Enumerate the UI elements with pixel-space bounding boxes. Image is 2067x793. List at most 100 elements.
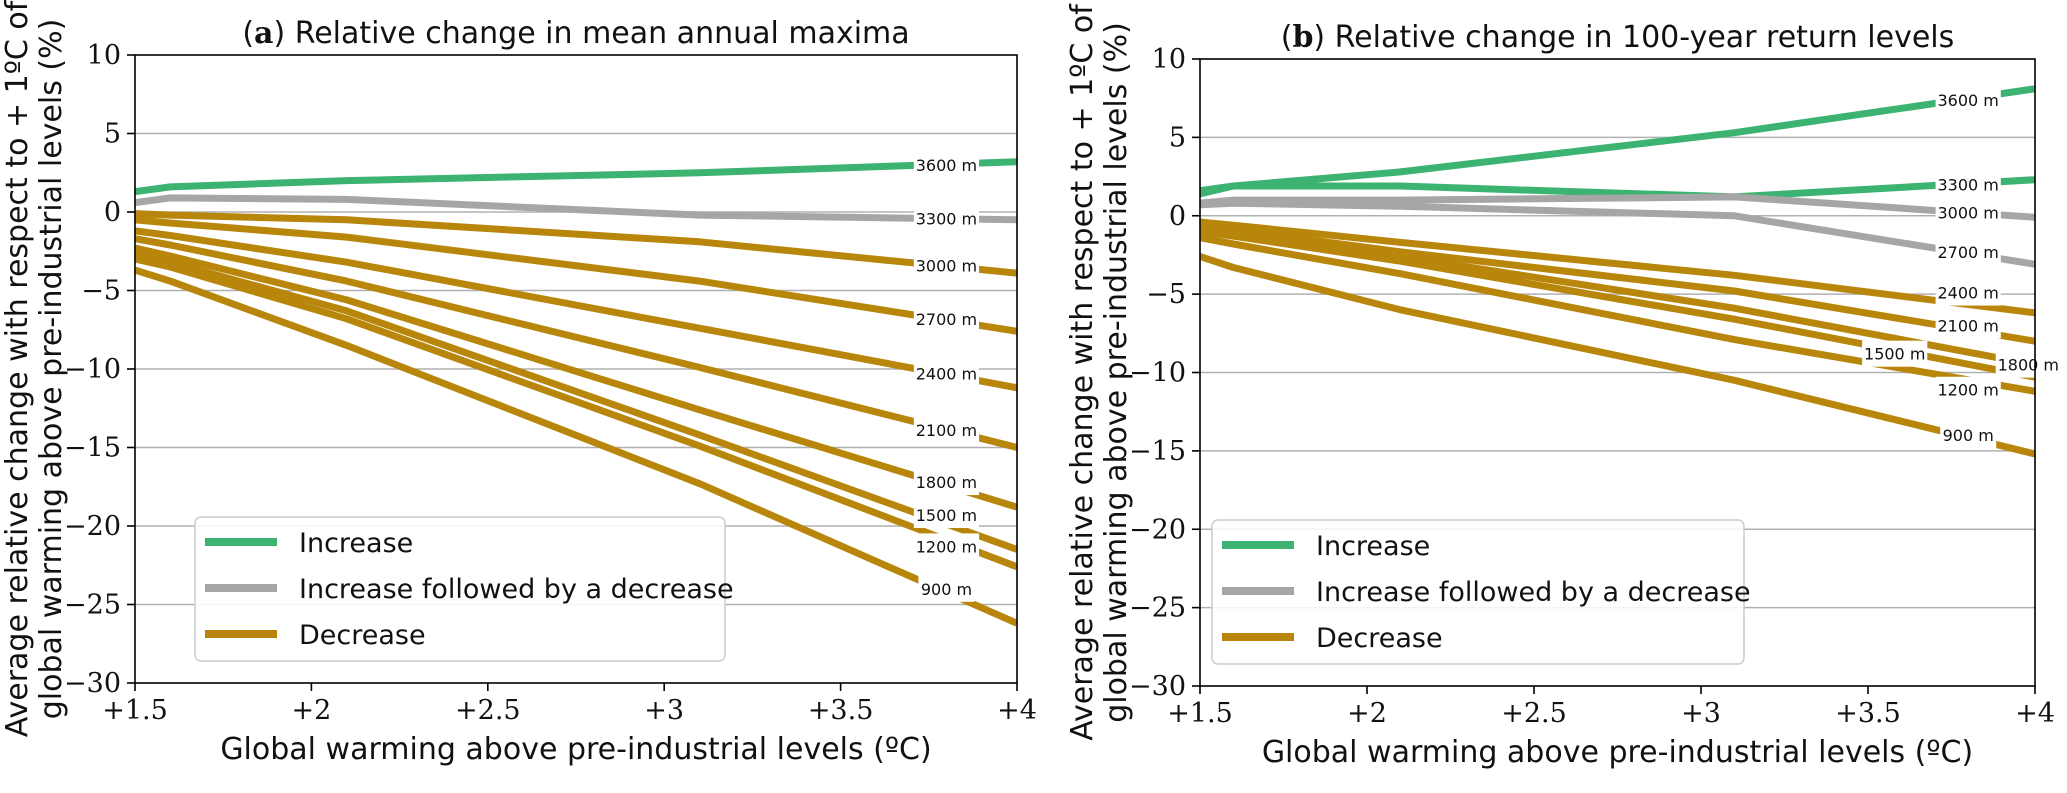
y-axis-label: Average relative change with respect to … — [1065, 3, 1100, 741]
line-label-bg — [913, 205, 980, 232]
line-label: 3300 m — [916, 209, 977, 228]
y-tick-label: −20 — [1129, 514, 1186, 545]
line-label-bg — [918, 575, 975, 602]
series-line — [135, 210, 1017, 277]
series-line — [1200, 85, 2035, 198]
line-label: 3300 m — [1938, 175, 1999, 194]
series-line — [135, 227, 1017, 392]
line-label-bg — [913, 502, 980, 529]
y-tick-label: 10 — [1152, 44, 1186, 75]
line-label-bg — [1935, 376, 2001, 403]
line-label-bg — [1935, 238, 2001, 265]
y-tick-label: −20 — [64, 511, 121, 542]
x-tick-label: +2.5 — [1501, 698, 1567, 729]
legend: Increase Increase followed by a decrease D… — [194, 516, 734, 662]
x-tick-label: +1.5 — [1167, 698, 1233, 729]
series-line — [1200, 253, 2035, 458]
legend-entry: Increase — [299, 528, 413, 559]
line-label: 3600 m — [916, 156, 977, 175]
legend-entry: Decrease — [299, 620, 426, 651]
line-label: 3000 m — [1938, 204, 1999, 223]
legend-entry: Increase followed by a decrease — [299, 574, 734, 605]
y-tick-label: 5 — [104, 119, 121, 150]
series-line — [135, 244, 1017, 511]
y-tick-label: −25 — [64, 590, 121, 621]
legend-entry: Decrease — [1316, 623, 1443, 654]
y-tick-label: 0 — [1169, 201, 1186, 232]
series-line — [135, 216, 1017, 335]
legend-frame — [194, 516, 726, 662]
line-label: 2400 m — [1938, 284, 1999, 303]
line-label-bg — [913, 469, 980, 496]
x-tick-label: +4 — [997, 695, 1037, 726]
legend-entry: Increase followed by a decrease — [1316, 577, 1751, 608]
y-tick-label: −30 — [1129, 671, 1186, 702]
line-label: 1500 m — [1864, 345, 1925, 364]
line-label-bg — [1935, 199, 2001, 226]
series-line — [135, 266, 1017, 627]
x-tick-label: +3 — [644, 695, 684, 726]
x-tick-label: +4 — [2015, 698, 2055, 729]
series-line — [1200, 227, 2035, 381]
line-label-bg — [913, 252, 980, 279]
line-label-bg — [1940, 422, 1997, 449]
panel-b: 3600 m 3300 m 3000 m 2700 m 2400 m 2100 m 1800… — [1065, 3, 2061, 770]
panel-a: 3600 m 3300 m 3000 m 2700 m 2400 m 2100 m 1800… — [0, 0, 1037, 767]
y-axis-label: global warming above pre-industrial leve… — [34, 19, 69, 720]
x-tick-label: +2.5 — [455, 695, 521, 726]
line-label: 3600 m — [1938, 91, 1999, 110]
legend: Increase Increase followed by a decrease D… — [1211, 519, 1751, 665]
legend-frame — [1211, 519, 1745, 665]
line-label-bg — [1995, 351, 2061, 378]
series-line — [1200, 199, 2035, 268]
line-label: 1200 m — [916, 537, 977, 556]
line-label: 1200 m — [1938, 381, 1999, 400]
line-label-bg — [913, 360, 980, 387]
line-label: 3000 m — [916, 256, 977, 275]
series-line — [135, 235, 1017, 451]
line-label: 2100 m — [916, 421, 977, 440]
line-label: 900 m — [1943, 426, 1994, 445]
x-tick-label: +3.5 — [1835, 698, 1901, 729]
series-line — [135, 255, 1017, 571]
line-label: 2100 m — [1938, 316, 1999, 335]
x-tick-label: +3 — [1681, 698, 1721, 729]
series-group — [1200, 85, 2035, 458]
y-tick-label: 10 — [87, 40, 121, 71]
x-axis-label: Global warming above pre-industrial leve… — [220, 732, 931, 767]
line-label: 1800 m — [916, 473, 977, 492]
series-line — [135, 250, 1017, 553]
chart-title: (b) Relative change in 100-year return l… — [1281, 20, 1955, 55]
line-label-bg — [913, 305, 980, 332]
line-label-bg — [913, 533, 980, 560]
line-label: 2700 m — [916, 310, 977, 329]
x-tick-label: +3.5 — [808, 695, 874, 726]
line-label-bg — [913, 417, 980, 444]
y-tick-label: −15 — [64, 433, 121, 464]
line-label-bg — [1935, 171, 2001, 198]
series-group — [135, 158, 1017, 627]
x-axis-label: Global warming above pre-industrial leve… — [1262, 735, 1973, 770]
y-tick-label: −15 — [1129, 436, 1186, 467]
series-line — [135, 158, 1017, 196]
line-label: 1500 m — [916, 506, 977, 525]
y-axis-label: global warming above pre-industrial leve… — [1099, 22, 1134, 723]
y-tick-label: −30 — [64, 668, 121, 699]
series-line — [1200, 234, 2035, 395]
series-line — [135, 194, 1017, 224]
chart-title: (a) Relative change in mean annual maxim… — [242, 16, 909, 51]
y-tick-label: −5 — [1146, 279, 1186, 310]
y-axis-label: Average relative change with respect to … — [0, 0, 35, 737]
x-tick-label: +2 — [291, 695, 331, 726]
legend-entry: Increase — [1316, 531, 1430, 562]
x-tick-label: +2 — [1347, 698, 1387, 729]
line-label: 2700 m — [1938, 243, 1999, 262]
line-label-bg — [1935, 312, 2001, 339]
y-tick-label: −10 — [1129, 358, 1186, 389]
y-tick-label: −5 — [81, 276, 121, 307]
line-label: 2400 m — [916, 365, 977, 384]
series-line — [1200, 176, 2035, 201]
y-tick-label: 0 — [104, 197, 121, 228]
